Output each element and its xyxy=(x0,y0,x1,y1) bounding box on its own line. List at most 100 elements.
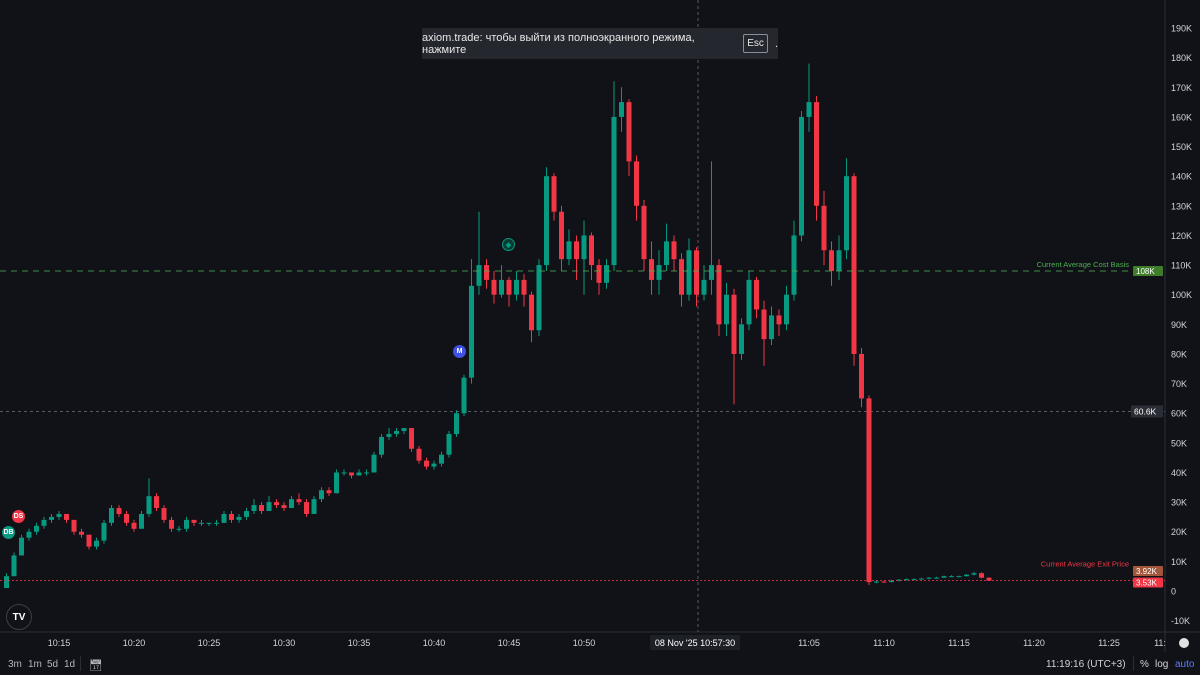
time-tick-label: 10:30 xyxy=(273,638,296,648)
candle-up xyxy=(214,522,219,524)
price-label: 108K xyxy=(1136,267,1155,276)
tradingview-logo[interactable]: TV xyxy=(6,604,32,630)
esc-key: Esc xyxy=(743,34,768,53)
time-tick-label: 10:40 xyxy=(423,638,446,648)
marker-ds[interactable]: DS xyxy=(12,510,25,523)
candle-up xyxy=(581,235,587,260)
candle-up xyxy=(244,510,249,517)
candle-up xyxy=(836,250,842,271)
candle-up xyxy=(56,513,62,517)
candle-up xyxy=(431,463,437,467)
candle-down xyxy=(259,505,264,511)
candle-down xyxy=(671,241,677,260)
price-tick-label: 140K xyxy=(1171,172,1192,182)
candle-up xyxy=(874,581,879,583)
price-tick-label: 150K xyxy=(1171,142,1192,152)
time-tick-label: 11: xyxy=(1154,638,1166,648)
candle-up xyxy=(379,436,384,455)
clock[interactable]: 11:19:16 (UTC+3) xyxy=(1046,659,1126,670)
candle-up xyxy=(319,490,324,500)
candle-up xyxy=(934,577,939,579)
timeframe-5d[interactable]: 5d xyxy=(47,659,59,670)
price-label-bg xyxy=(1133,577,1163,588)
candle-up xyxy=(236,516,242,520)
timeframe-3m[interactable]: 3m xyxy=(8,659,22,670)
candle-up xyxy=(919,578,924,580)
candle-up xyxy=(341,472,347,474)
time-tick-label: 10:15 xyxy=(48,638,71,648)
price-tick-label: 40K xyxy=(1171,468,1187,478)
candle-up xyxy=(739,324,744,354)
price-tick-label: 180K xyxy=(1171,53,1192,63)
candle-down xyxy=(761,309,767,340)
candle-down xyxy=(274,502,279,506)
line-label: Current Average Cost Basis xyxy=(1037,260,1130,269)
log-toggle[interactable]: log xyxy=(1155,659,1169,670)
last-price-bg xyxy=(1133,566,1163,576)
time-tick-label: 10:25 xyxy=(198,638,221,648)
time-tick-label: 10:20 xyxy=(123,638,146,648)
time-tick-label: 10:50 xyxy=(573,638,596,648)
candle-down xyxy=(64,513,69,520)
candle-up xyxy=(784,294,789,325)
candle-down xyxy=(131,522,137,529)
price-tick-label: 110K xyxy=(1171,261,1191,271)
candle-up xyxy=(49,516,54,520)
candle-up xyxy=(371,454,377,473)
candle-up xyxy=(146,496,152,514)
candle-down xyxy=(851,176,857,354)
candle-up xyxy=(889,580,894,583)
price-tick-label: 70K xyxy=(1171,379,1187,389)
candle-up xyxy=(26,531,32,538)
candle-up xyxy=(401,428,407,431)
price-tick-label: 10K xyxy=(1171,557,1187,567)
auto-toggle[interactable]: auto xyxy=(1175,659,1195,670)
timeframe-1d[interactable]: 1d xyxy=(64,659,76,670)
candle-down xyxy=(859,353,864,399)
candle-down xyxy=(296,499,302,503)
candle-up xyxy=(94,540,99,547)
percent-toggle[interactable]: % xyxy=(1140,659,1149,670)
candle-up xyxy=(221,513,227,523)
marker-db[interactable]: DB xyxy=(2,526,15,539)
candle-down xyxy=(979,573,984,578)
candle-up xyxy=(176,528,182,530)
marker-m[interactable]: M xyxy=(453,345,466,358)
candle-up xyxy=(199,522,204,524)
candle-up xyxy=(454,413,459,434)
price-tick-label: 100K xyxy=(1171,290,1192,300)
candle-down xyxy=(596,265,602,283)
timeframe-1m[interactable]: 1m xyxy=(28,659,42,670)
candle-down xyxy=(424,460,429,467)
price-tick-label: 30K xyxy=(1171,498,1187,508)
candle-down xyxy=(574,241,579,260)
divider xyxy=(80,656,81,671)
time-tick-label: 11:05 xyxy=(798,638,820,648)
candle-down xyxy=(281,505,287,509)
candle-up xyxy=(356,472,362,476)
price-tick-label: 170K xyxy=(1171,83,1192,93)
candle-down xyxy=(416,448,422,461)
price-tick-label: 90K xyxy=(1171,320,1187,330)
candle-down xyxy=(814,102,819,206)
fullscreen-notice-text: axiom.trade: чтобы выйти из полноэкранно… xyxy=(422,31,695,56)
candle-up xyxy=(476,265,482,286)
candle-down xyxy=(349,472,354,476)
candle-up xyxy=(446,433,452,455)
candle-up xyxy=(311,499,317,514)
price-tick-label: 20K xyxy=(1171,527,1187,537)
crosshair-price-bg xyxy=(1131,405,1163,418)
candle-up xyxy=(34,525,39,532)
calendar-goto-icon[interactable]: 📅︎ xyxy=(89,660,103,672)
price-tick-label: 0 xyxy=(1171,587,1176,597)
candle-up xyxy=(139,513,144,529)
trade-icon: ◆ xyxy=(505,241,512,249)
price-tick-label: 160K xyxy=(1171,112,1192,122)
marker-icon[interactable]: ◆ xyxy=(502,238,515,251)
candle-up xyxy=(949,576,954,578)
candle-down xyxy=(716,265,722,325)
price-tick-label: 190K xyxy=(1171,24,1192,34)
candle-up xyxy=(769,315,774,340)
time-tick-label: 11:25 xyxy=(1098,638,1120,648)
